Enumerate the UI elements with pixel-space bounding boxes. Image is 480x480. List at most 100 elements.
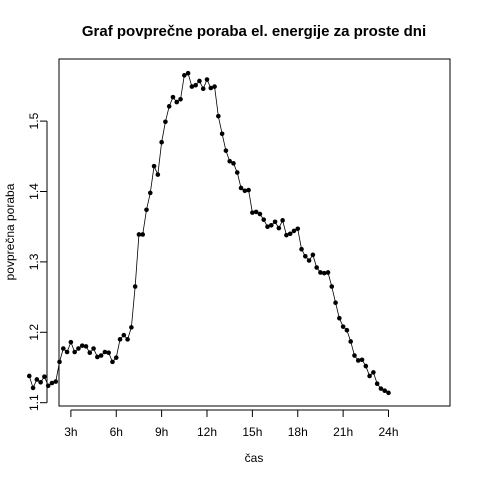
- data-point: [310, 252, 316, 258]
- data-point: [216, 113, 221, 119]
- data-point: [45, 383, 51, 389]
- x-tick-label: 21h: [333, 425, 353, 439]
- data-point: [321, 270, 327, 276]
- data-point: [136, 232, 142, 237]
- x-axis-label: čas: [245, 451, 264, 465]
- data-point: [234, 170, 240, 175]
- x-tick-label: 3h: [64, 425, 77, 439]
- data-point: [253, 209, 259, 215]
- data-point: [185, 70, 191, 76]
- y-axis-label: povprečna poraba: [3, 183, 17, 280]
- data-point: [61, 346, 66, 351]
- data-point: [299, 246, 304, 252]
- data-point: [303, 253, 308, 259]
- data-point: [333, 300, 338, 306]
- plot-frame: [58, 58, 451, 407]
- data-point: [371, 370, 376, 375]
- data-point: [193, 82, 198, 88]
- data-point: [106, 350, 111, 356]
- data-point: [355, 358, 361, 363]
- data-point: [314, 265, 319, 270]
- x-tick-label: 6h: [110, 425, 123, 439]
- data-point: [140, 232, 146, 237]
- data-point: [306, 258, 312, 263]
- data-point: [280, 218, 285, 223]
- data-point: [261, 217, 267, 222]
- data-point: [386, 390, 391, 396]
- data-point: [367, 373, 372, 379]
- data-point: [117, 337, 123, 342]
- data-point: [91, 346, 96, 351]
- y-tick-label: 1.2: [27, 324, 41, 341]
- data-point: [223, 148, 229, 153]
- y-tick-label: 1.1: [27, 394, 41, 411]
- data-point: [163, 119, 168, 125]
- data-point: [197, 78, 202, 84]
- data-point: [250, 210, 255, 215]
- x-tick-label: 15h: [242, 425, 262, 439]
- data-point: [98, 353, 104, 358]
- x-tick-label: 9h: [155, 425, 168, 439]
- data-point: [121, 332, 127, 338]
- data-point: [102, 349, 108, 355]
- data-point: [337, 315, 342, 321]
- data-point: [200, 86, 206, 92]
- data-point: [219, 131, 225, 137]
- data-point: [204, 77, 210, 82]
- x-tick-label: 12h: [197, 425, 217, 439]
- data-point: [257, 211, 263, 217]
- data-point: [178, 96, 183, 102]
- data-point: [189, 84, 195, 89]
- data-point: [382, 388, 388, 394]
- data-point: [348, 339, 353, 344]
- data-point: [352, 353, 357, 358]
- x-tick-label: 24h: [378, 425, 398, 439]
- data-point: [287, 231, 293, 237]
- data-point: [182, 73, 187, 78]
- data-point: [291, 228, 297, 234]
- data-point: [246, 187, 251, 193]
- data-point: [268, 222, 274, 228]
- data-point: [42, 374, 47, 379]
- data-point: [284, 232, 289, 238]
- data-point: [159, 139, 164, 145]
- x-tick-label: 18h: [288, 425, 308, 439]
- data-point: [242, 188, 248, 194]
- data-point: [26, 373, 32, 379]
- data-point: [79, 343, 85, 348]
- data-point: [147, 190, 153, 196]
- data-point: [325, 270, 331, 275]
- data-point: [95, 354, 100, 360]
- data-point: [318, 270, 323, 275]
- data-point: [329, 284, 335, 289]
- y-tick-label: 1.3: [27, 253, 41, 270]
- data-point: [49, 380, 55, 386]
- data-point: [34, 377, 40, 382]
- chart-title: Graf povprečne poraba el. energije za pr…: [82, 23, 426, 40]
- data-point: [64, 349, 70, 355]
- data-point: [363, 363, 369, 369]
- data-point: [30, 385, 36, 391]
- data-point: [359, 357, 365, 363]
- data-point: [53, 379, 59, 384]
- data-point: [265, 224, 270, 229]
- data-point: [212, 84, 217, 89]
- data-point: [76, 346, 81, 351]
- data-point: [272, 219, 278, 225]
- data-point: [129, 325, 134, 330]
- data-point: [144, 207, 149, 213]
- data-point: [208, 85, 214, 91]
- data-point: [344, 327, 350, 333]
- y-tick-label: 1.4: [27, 183, 41, 200]
- data-point: [132, 284, 138, 289]
- data-point: [295, 226, 301, 232]
- data-point: [227, 158, 232, 164]
- data-point: [174, 99, 180, 105]
- data-point: [276, 225, 282, 231]
- data-point: [72, 349, 77, 355]
- data-point: [113, 355, 119, 360]
- x-axis: 3h 6h 9h 12h 15h 18h 21h 24h: [64, 409, 399, 439]
- data-point: [378, 386, 384, 391]
- data-point: [57, 359, 62, 365]
